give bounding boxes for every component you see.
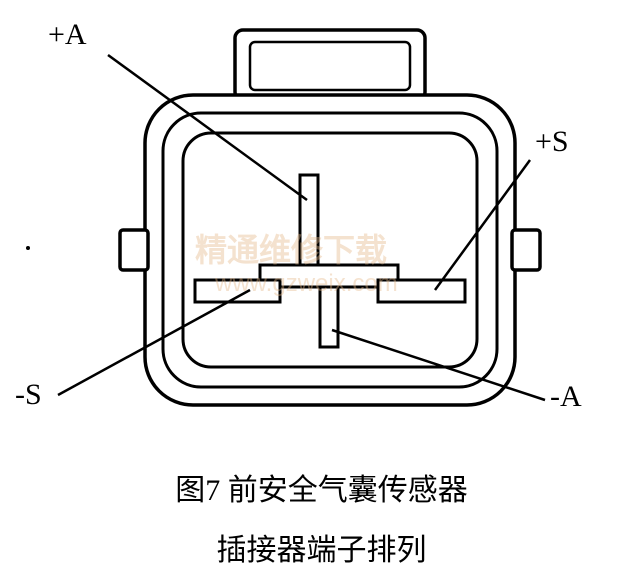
label-plus-s: +S: [535, 125, 569, 159]
connector-top-tab-inner: [250, 42, 410, 90]
label-minus-s: -S: [15, 378, 42, 412]
label-plus-a: +A: [48, 18, 87, 52]
left-side-tab: [120, 230, 148, 270]
watermark-text: 精通维修下载: [195, 225, 387, 271]
right-side-tab: [512, 230, 540, 270]
diagram-container: 精通维修下载 www.gzweix.com +A +S -S -A 图7 前安全…: [0, 0, 643, 588]
label-minus-a: -A: [550, 380, 582, 414]
watermark-url: www.gzweix.com: [215, 270, 398, 298]
caption-line2: 插接器端子排列: [0, 525, 643, 569]
stray-dot: [26, 246, 30, 250]
caption-line1: 图7 前安全气囊传感器: [0, 465, 643, 509]
